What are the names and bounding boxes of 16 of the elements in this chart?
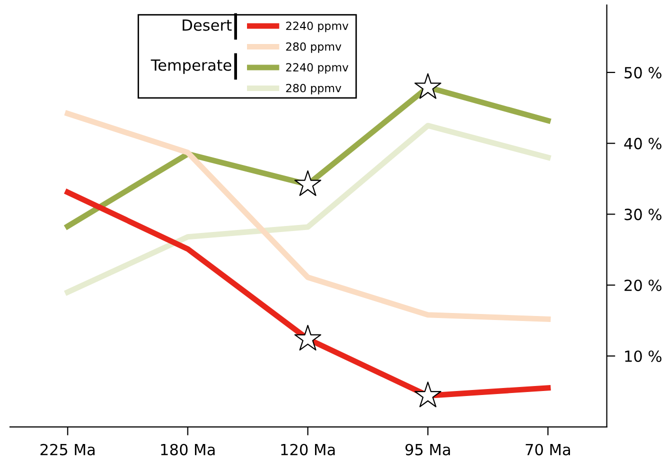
- annotation: Desert: [182, 19, 232, 31]
- x-tick-label: 70 Ma: [526, 444, 570, 456]
- y-tick-label: 10 %: [625, 350, 662, 362]
- x-tick-label: 120 Ma: [281, 444, 335, 456]
- y-tick-label: 20 %: [624, 280, 662, 292]
- legend-label: 280 ppmv: [286, 84, 342, 94]
- y-tick-label: 40 %: [624, 138, 662, 150]
- legend-label: 280 ppmv: [286, 42, 342, 53]
- y-tick-label: 30 %: [624, 208, 662, 220]
- y-tick-label: 50 %: [624, 66, 662, 78]
- legend-label: 2240 ppmv: [286, 22, 348, 32]
- annotation: Temperate: [150, 59, 232, 74]
- x-tick-label: 95 Ma: [405, 444, 450, 456]
- x-tick-label: 180 Ma: [161, 444, 215, 456]
- x-tick-label: 225 Ma: [40, 444, 95, 456]
- legend-label: 2240 ppmv: [286, 63, 348, 74]
